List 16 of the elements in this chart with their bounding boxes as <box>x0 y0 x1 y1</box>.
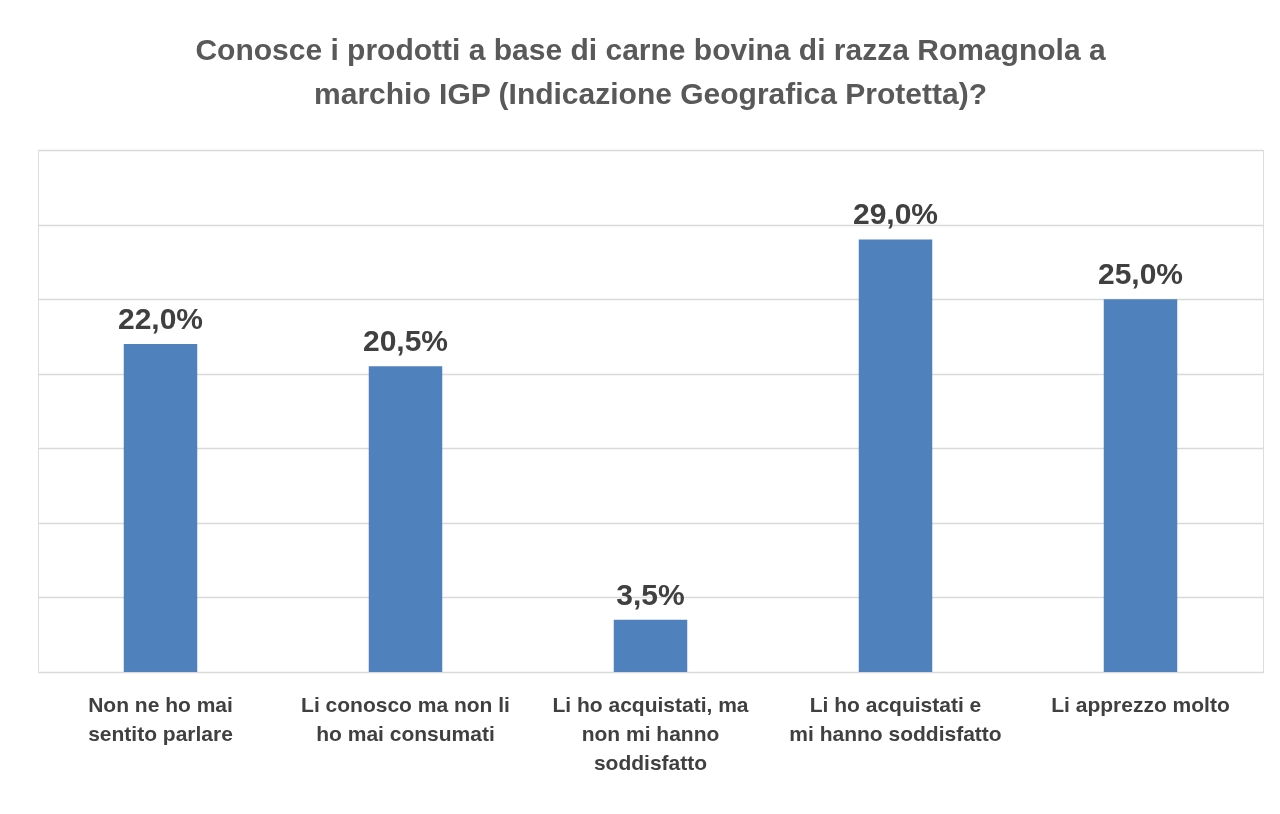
bar <box>1103 299 1178 672</box>
x-tick-label: Li ho acquistati, ma non mi hanno soddisfatto <box>552 692 749 774</box>
data-label: 29,0% <box>852 197 939 231</box>
data-label: 3,5% <box>616 577 685 611</box>
x-tick-label: Li conosco ma non li ho mai consumati <box>301 692 510 745</box>
bar <box>858 239 933 672</box>
data-label: 22,0% <box>117 301 204 335</box>
bar <box>613 619 688 672</box>
chart-title: Conosce i prodotti a base di carne bovina di razza Romagnola a marchio IGP (Indicazione Geografica Protetta)? <box>195 33 1106 110</box>
data-label: 20,5% <box>362 324 449 358</box>
x-tick-label: Li apprezzo molto <box>1051 692 1230 716</box>
x-tick-label: Non ne ho mai sentito parlare <box>88 692 233 745</box>
bar <box>368 366 443 672</box>
data-label: 25,0% <box>1097 257 1184 291</box>
x-tick-label: Li ho acquistati e mi hanno soddisfatto <box>789 692 1002 745</box>
bar <box>123 343 198 672</box>
